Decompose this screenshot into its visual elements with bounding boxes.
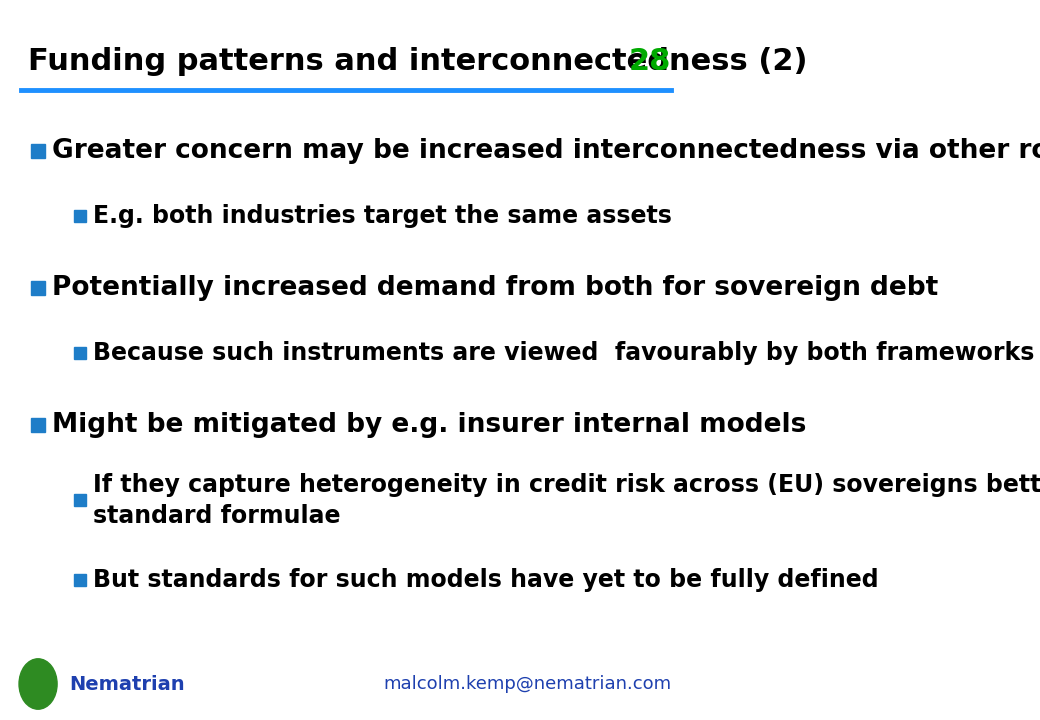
Text: Nematrian: Nematrian — [70, 675, 185, 693]
Text: Potentially increased demand from both for sovereign debt: Potentially increased demand from both f… — [52, 275, 938, 301]
Text: Funding patterns and interconnectedness (2): Funding patterns and interconnectedness … — [28, 47, 807, 76]
Text: 28: 28 — [629, 47, 671, 76]
Text: malcolm.kemp@nematrian.com: malcolm.kemp@nematrian.com — [383, 675, 671, 693]
Text: Might be mitigated by e.g. insurer internal models: Might be mitigated by e.g. insurer inter… — [52, 412, 806, 438]
Text: E.g. both industries target the same assets: E.g. both industries target the same ass… — [94, 204, 672, 228]
Text: If they capture heterogeneity in credit risk across (EU) sovereigns better than
: If they capture heterogeneity in credit … — [94, 472, 1040, 528]
Text: Greater concern may be increased interconnectedness via other routes: Greater concern may be increased interco… — [52, 138, 1040, 164]
Text: Because such instruments are viewed  favourably by both frameworks: Because such instruments are viewed favo… — [94, 341, 1035, 365]
Ellipse shape — [19, 659, 57, 709]
Text: But standards for such models have yet to be fully defined: But standards for such models have yet t… — [94, 567, 879, 592]
